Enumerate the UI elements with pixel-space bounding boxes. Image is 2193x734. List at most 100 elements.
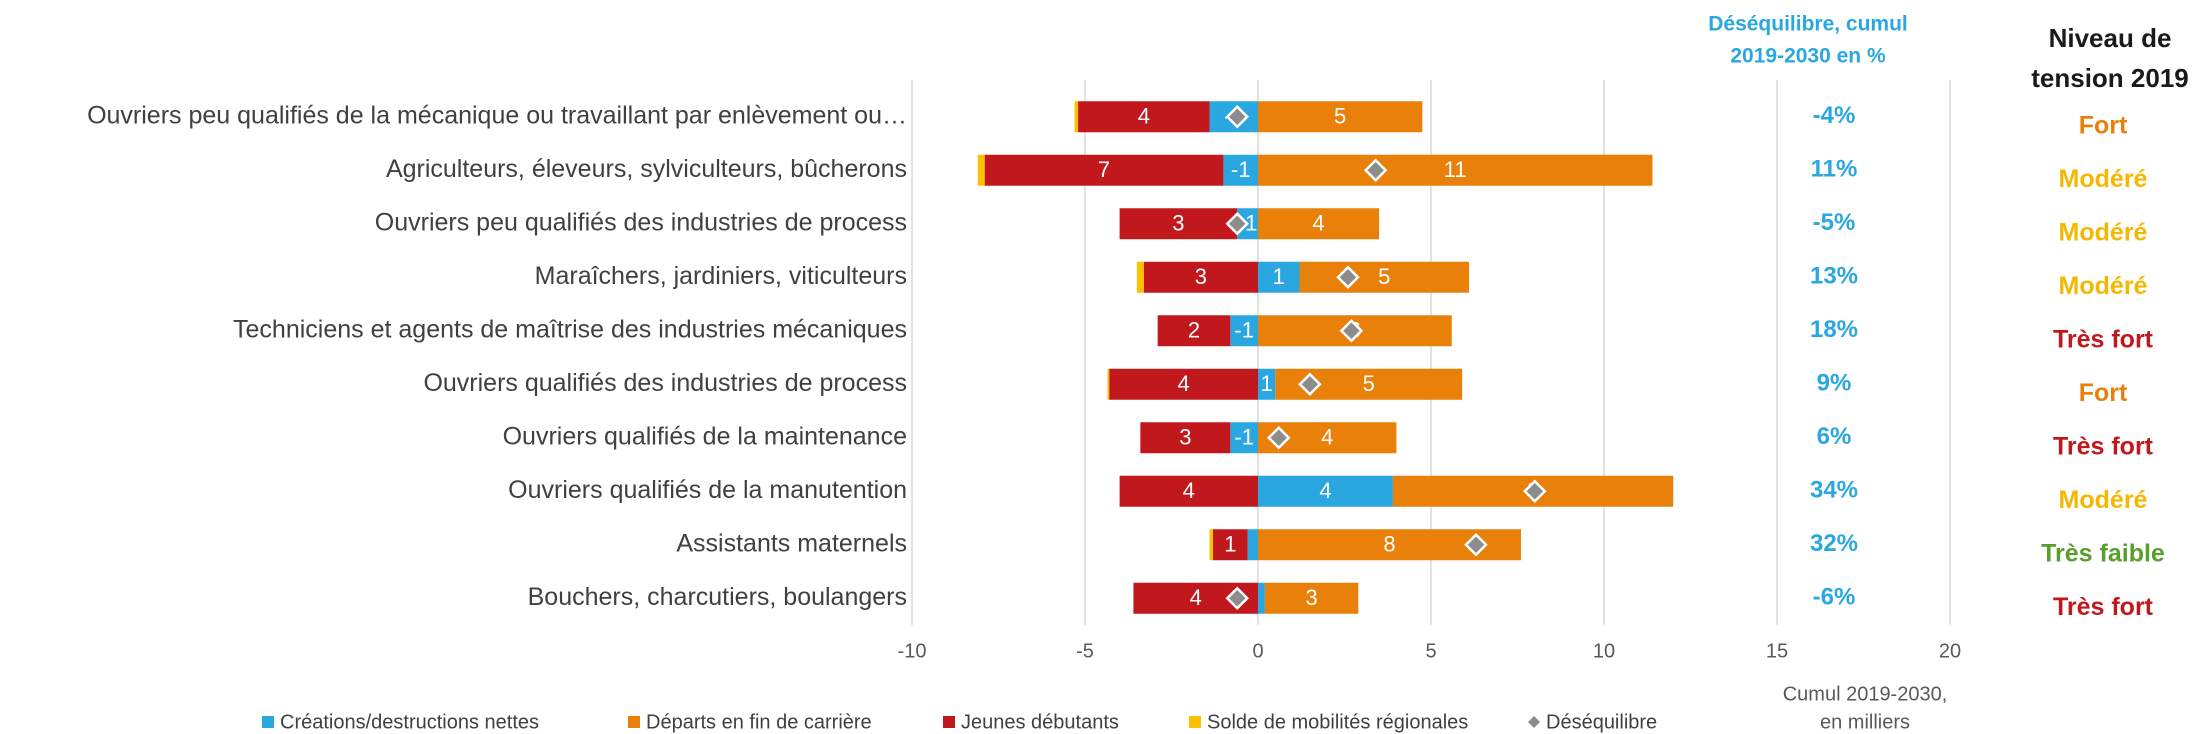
data-label: 3 — [1306, 585, 1318, 610]
data-label: 11 — [1444, 157, 1467, 182]
tension-level: Très fort — [2053, 432, 2154, 460]
category-label: Assistants maternels — [676, 529, 907, 557]
bar-segment — [1109, 368, 1258, 400]
imbalance-pct: -5% — [1813, 209, 1856, 236]
x-tick-label: 15 — [1766, 640, 1788, 662]
data-label: 4 — [1177, 371, 1189, 396]
imbalance-pct: 11% — [1811, 156, 1858, 183]
data-label: 5 — [1363, 371, 1375, 396]
bar-segment — [1119, 475, 1258, 507]
bar-segment — [1213, 529, 1248, 561]
category-label: Ouvriers qualifiés des industries de pro… — [423, 369, 907, 397]
bar-segment — [1258, 368, 1276, 400]
data-label: -1 — [1234, 318, 1254, 343]
tension-level: Fort — [2079, 111, 2128, 139]
legend-marker — [1189, 716, 1201, 728]
bar-segment — [1230, 315, 1258, 347]
bar-segment — [1230, 422, 1258, 454]
bar-segment — [1119, 208, 1238, 240]
imbalance-marker — [1523, 479, 1547, 504]
data-label: 2 — [1188, 318, 1200, 343]
category-label: Bouchers, charcutiers, boulangers — [528, 583, 907, 611]
legend-label: Jeunes débutants — [961, 711, 1119, 733]
data-label: 5 — [1378, 264, 1390, 289]
bar-segment — [977, 154, 985, 186]
data-label: 4 — [1190, 585, 1202, 610]
bar-segment — [1258, 582, 1265, 614]
bar-segment — [1140, 422, 1231, 454]
category-label: Ouvriers qualifiés de la manutention — [508, 476, 907, 504]
bar-segment — [1264, 582, 1359, 614]
legend-marker — [943, 716, 955, 728]
x-tick-label: -10 — [898, 640, 927, 662]
imbalance-pct: 18% — [1810, 316, 1858, 343]
x-tick-label: 10 — [1593, 640, 1615, 662]
category-label: Maraîchers, jardiniers, viticulteurs — [535, 262, 907, 290]
imbalance-pct: 9% — [1817, 370, 1852, 397]
x-tick-label: -5 — [1076, 640, 1094, 662]
tension-level: Modéré — [2059, 486, 2148, 514]
bar-segment — [1209, 529, 1214, 561]
imbalance-pct: 6% — [1817, 423, 1852, 450]
imbalance-pct: -6% — [1813, 584, 1856, 611]
bar-segment — [1078, 101, 1210, 133]
bar-segment — [1258, 261, 1300, 293]
x-tick-label: 0 — [1252, 640, 1263, 662]
column-header: Niveau de — [2049, 23, 2172, 53]
column-header: Déséquilibre, cumul — [1708, 13, 1908, 36]
column-header: 2019-2030 en % — [1730, 45, 1886, 68]
tension-level: Très fort — [2053, 325, 2154, 353]
imbalance-marker — [1225, 104, 1250, 129]
data-label: 1 — [1273, 264, 1285, 289]
imbalance-pct: 32% — [1810, 530, 1858, 557]
imbalance-pct: 13% — [1810, 263, 1858, 290]
category-label: Techniciens et agents de maîtrise des in… — [233, 315, 907, 343]
imbalance-marker — [1464, 532, 1488, 557]
x-tick-label: 20 — [1939, 640, 1961, 662]
bar-segment — [1258, 101, 1423, 133]
tension-level: Fort — [2079, 379, 2128, 407]
legend-label: Déséquilibre — [1546, 711, 1657, 733]
bar-segment — [1143, 261, 1258, 293]
data-label: 5 — [1334, 104, 1346, 129]
data-label: 3 — [1195, 264, 1207, 289]
legend-marker — [1528, 716, 1540, 728]
imbalance-marker — [1298, 372, 1322, 397]
bar-segment — [1299, 261, 1470, 293]
legend-marker — [628, 716, 640, 728]
data-label: 4 — [1319, 478, 1331, 503]
legend-label: Départs en fin de carrière — [646, 711, 872, 733]
bar-segment — [1223, 154, 1258, 186]
data-label: 4 — [1312, 211, 1324, 236]
imbalance-marker — [1363, 158, 1388, 183]
column-header: tension 2019 — [2031, 63, 2189, 93]
tension-level: Très fort — [2053, 593, 2154, 621]
imbalance-pct: -4% — [1813, 102, 1856, 129]
category-label: Ouvriers qualifiés de la maintenance — [503, 422, 907, 450]
data-label: -1 — [1234, 425, 1254, 450]
data-label: 4 — [1138, 104, 1150, 129]
imbalance-marker — [1225, 211, 1250, 236]
bar-segment — [1258, 154, 1653, 186]
data-label: -1 — [1231, 157, 1251, 182]
bar-segment — [1074, 101, 1079, 133]
x-axis-title: Cumul 2019-2030, — [1783, 683, 1948, 705]
legend-label: Solde de mobilités régionales — [1207, 711, 1468, 733]
data-label: 4 — [1183, 478, 1195, 503]
data-label: 8 — [1383, 532, 1395, 557]
legend-marker — [262, 716, 274, 728]
bar-segment — [984, 154, 1224, 186]
x-tick-label: 5 — [1425, 640, 1436, 662]
tension-level: Très faible — [2041, 539, 2165, 567]
data-label: 4 — [1321, 425, 1333, 450]
imbalance-marker — [1225, 586, 1250, 611]
data-label: 3 — [1172, 211, 1184, 236]
bar-segment — [1247, 529, 1258, 561]
imbalance-marker — [1336, 265, 1360, 290]
category-label: Agriculteurs, éleveurs, sylviculteurs, b… — [386, 155, 907, 183]
category-label: Ouvriers peu qualifiés de la mécanique o… — [87, 101, 907, 129]
category-label: Ouvriers peu qualifiés des industries de… — [375, 208, 907, 236]
imbalance-marker — [1339, 318, 1364, 343]
bar-segment — [1157, 315, 1231, 347]
bar-segment — [1107, 368, 1110, 400]
